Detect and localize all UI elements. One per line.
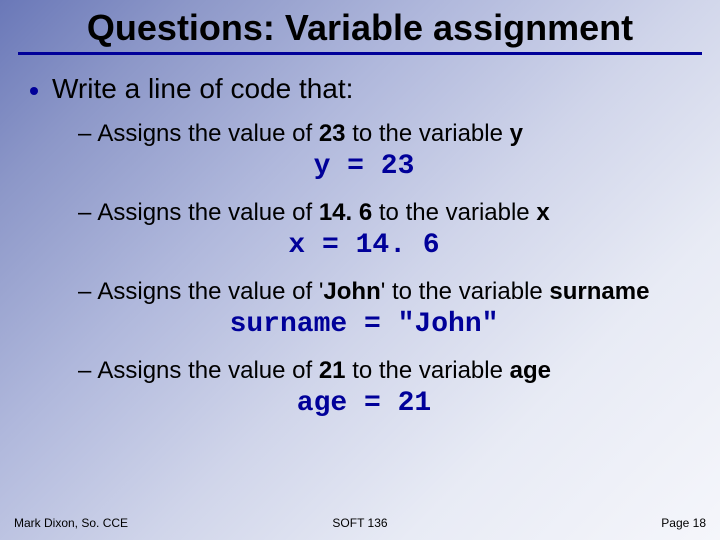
item-code: y = 23: [78, 149, 690, 182]
item-description: –Assigns the value of 14. 6 to the varia…: [78, 198, 690, 228]
item-value: 23: [319, 120, 346, 147]
title-block: Questions: Variable assignment: [0, 0, 720, 55]
item-mid: ' to the variable: [381, 278, 550, 305]
list-item: –Assigns the value of 21 to the variable…: [78, 356, 690, 419]
item-mid: to the variable: [372, 199, 536, 226]
item-variable: y: [510, 120, 523, 147]
bullet-dot-icon: [30, 87, 38, 95]
intro-text: Write a line of code that:: [52, 73, 353, 105]
item-prefix: Assigns the value of: [97, 120, 318, 147]
item-description: –Assigns the value of 23 to the variable…: [78, 119, 690, 149]
item-value: John: [323, 278, 380, 305]
content-area: Write a line of code that: –Assigns the …: [0, 55, 720, 419]
item-prefix: Assigns the value of: [97, 357, 318, 384]
item-value: 14. 6: [319, 199, 372, 226]
item-variable: x: [536, 199, 549, 226]
item-prefix: Assigns the value of ': [97, 278, 323, 305]
item-variable: surname: [549, 278, 649, 305]
item-code: age = 21: [78, 386, 690, 419]
slide: Questions: Variable assignment Write a l…: [0, 0, 720, 540]
intro-bullet: Write a line of code that:: [30, 73, 690, 105]
footer-author: Mark Dixon, So. CCE: [14, 516, 128, 530]
item-mid: to the variable: [346, 357, 510, 384]
list-item: –Assigns the value of 'John' to the vari…: [78, 277, 690, 340]
sub-list: –Assigns the value of 23 to the variable…: [30, 119, 690, 419]
item-value: 21: [319, 357, 346, 384]
item-variable: age: [510, 357, 551, 384]
dash-icon: –: [78, 120, 91, 147]
list-item: –Assigns the value of 14. 6 to the varia…: [78, 198, 690, 261]
dash-icon: –: [78, 199, 91, 226]
footer-page: Page 18: [661, 516, 706, 530]
item-code: surname = "John": [78, 307, 690, 340]
slide-title: Questions: Variable assignment: [18, 8, 702, 50]
item-mid: to the variable: [346, 120, 510, 147]
list-item: –Assigns the value of 23 to the variable…: [78, 119, 690, 182]
dash-icon: –: [78, 278, 91, 305]
item-description: –Assigns the value of 'John' to the vari…: [78, 277, 690, 307]
dash-icon: –: [78, 357, 91, 384]
footer: Mark Dixon, So. CCE SOFT 136 Page 18: [0, 516, 720, 530]
item-prefix: Assigns the value of: [97, 199, 318, 226]
item-description: –Assigns the value of 21 to the variable…: [78, 356, 690, 386]
item-code: x = 14. 6: [78, 228, 690, 261]
